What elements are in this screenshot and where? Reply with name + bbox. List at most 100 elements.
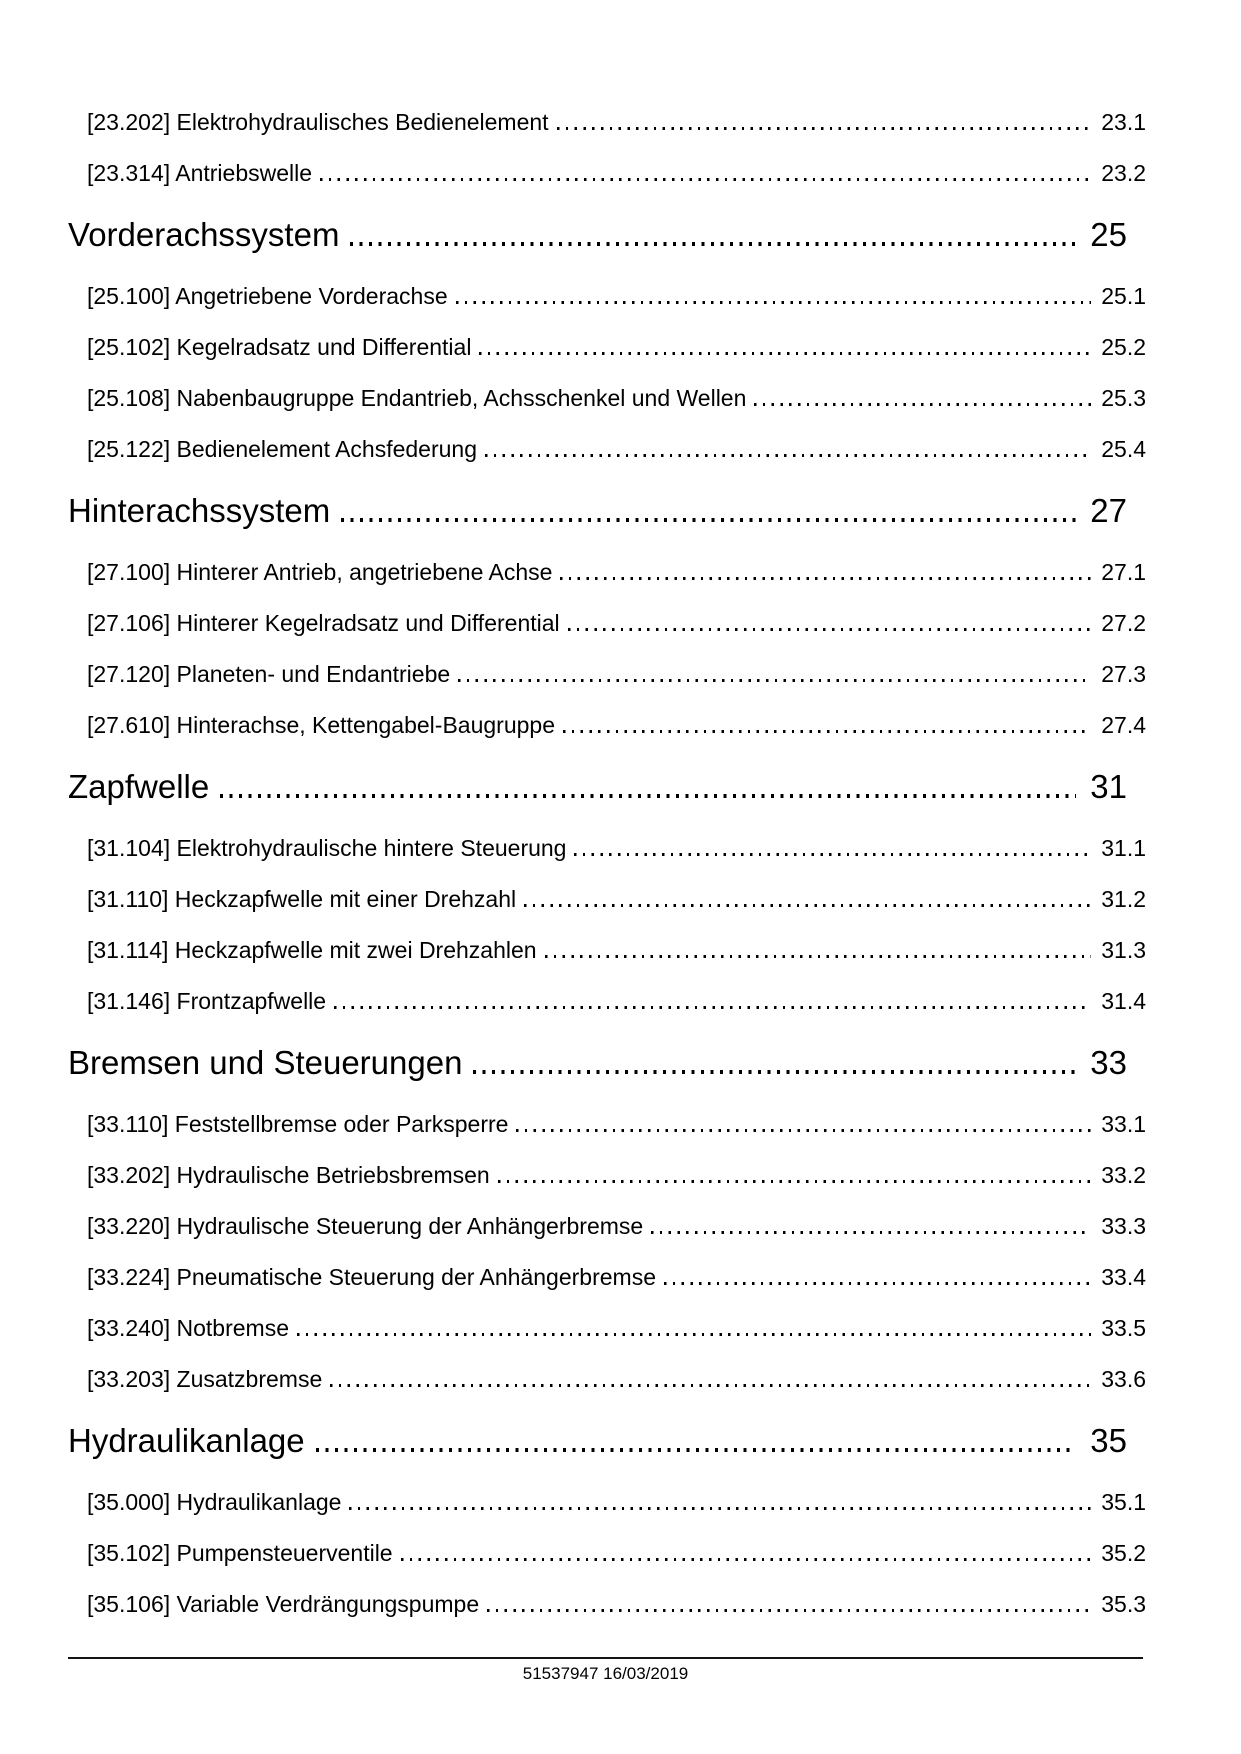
toc-item-page-number: 25 <box>1090 216 1127 253</box>
toc-item-label: Bremsen und Steuerungen <box>68 1044 463 1081</box>
toc-item-page-number: 33.2 <box>1101 1162 1146 1188</box>
toc-section-heading[interactable]: Zapfwelle 31 <box>68 751 1127 823</box>
toc-entry[interactable]: [31.146] Frontzapfwelle 31.4 <box>68 976 1146 1027</box>
toc-item-label: [23.314] Antriebswelle <box>87 160 313 186</box>
toc-item-label: [25.100] Angetriebene Vorderachse <box>87 283 448 309</box>
toc-entry[interactable]: [27.120] Planeten- und Endantriebe 27.3 <box>68 649 1146 700</box>
toc-item-label: [27.100] Hinterer Antrieb, angetriebene … <box>87 559 553 585</box>
toc-item-label: [27.106] Hinterer Kegelradsatz und Diffe… <box>87 610 560 636</box>
toc-item-page-number: 27.2 <box>1101 610 1146 636</box>
toc-entry[interactable]: [33.110] Feststellbremse oder Parksperre… <box>68 1099 1146 1150</box>
toc-item-page-number: 33.1 <box>1101 1111 1146 1137</box>
footer-part-number: 51537947 <box>522 1664 599 1683</box>
toc-entry[interactable]: [23.202] Elektrohydraulisches Bedienelem… <box>68 97 1146 148</box>
dot-leader <box>574 853 1092 856</box>
toc-item-label: [25.102] Kegelradsatz und Differential <box>87 334 472 360</box>
toc-entry[interactable]: [33.224] Pneumatische Steuerung der Anhä… <box>68 1252 1146 1303</box>
dot-leader <box>497 1180 1092 1183</box>
dot-leader <box>754 403 1092 406</box>
toc-item-label: [31.114] Heckzapfwelle mit zwei Drehzahl… <box>87 937 537 963</box>
toc-item-label: [31.104] Elektrohydraulische hintere Ste… <box>87 835 567 861</box>
toc-item-page-number: 25.3 <box>1101 385 1146 411</box>
toc-entry[interactable]: [25.100] Angetriebene Vorderachse 25.1 <box>68 271 1146 322</box>
dot-leader <box>544 955 1092 958</box>
toc-item-page-number: 25.1 <box>1101 283 1146 309</box>
toc-section-heading[interactable]: Vorderachssystem 25 <box>68 199 1127 271</box>
toc-section-heading[interactable]: Bremsen und Steuerungen 33 <box>68 1027 1127 1099</box>
toc-entry[interactable]: [25.122] Bedienelement Achsfederung 25.4 <box>68 424 1146 475</box>
toc-entry[interactable]: [33.220] Hydraulische Steuerung der Anhä… <box>68 1201 1146 1252</box>
dot-leader <box>485 454 1092 457</box>
toc-item-page-number: 33.6 <box>1101 1366 1146 1392</box>
toc-entry[interactable]: [31.104] Elektrohydraulische hintere Ste… <box>68 823 1146 874</box>
toc-item-label: [35.000] Hydraulikanlage <box>87 1489 342 1515</box>
toc-entry[interactable]: [33.203] Zusatzbremse 33.6 <box>68 1354 1146 1405</box>
toc-item-label: [25.122] Bedienelement Achsfederung <box>87 436 478 462</box>
toc-item-page-number: 31.2 <box>1101 886 1146 912</box>
dot-leader <box>341 518 1077 522</box>
toc-section-heading[interactable]: Hydraulikanlage 35 <box>68 1405 1127 1477</box>
toc-item-page-number: 35.2 <box>1101 1540 1146 1566</box>
toc-item-page-number: 27 <box>1090 492 1127 529</box>
toc-entry[interactable]: [31.110] Heckzapfwelle mit einer Drehzah… <box>68 874 1146 925</box>
dot-leader <box>220 794 1077 798</box>
toc-item-page-number: 33 <box>1090 1044 1127 1081</box>
toc-entry[interactable]: [35.106] Variable Verdrängungspumpe 35.3 <box>68 1579 1146 1630</box>
toc-item-page-number: 23.1 <box>1101 109 1146 135</box>
toc-item-label: [33.220] Hydraulische Steuerung der Anhä… <box>87 1213 644 1239</box>
toc-item-page-number: 27.4 <box>1101 712 1146 738</box>
toc-entry[interactable]: [35.102] Pumpensteuerventile 35.2 <box>68 1528 1146 1579</box>
table-of-contents: [23.202] Elektrohydraulisches Bedienelem… <box>68 97 1146 1630</box>
toc-entry[interactable]: [27.100] Hinterer Antrieb, angetriebene … <box>68 547 1146 598</box>
toc-item-page-number: 35 <box>1090 1422 1127 1459</box>
toc-entry[interactable]: [33.202] Hydraulische Betriebsbremsen 33.… <box>68 1150 1146 1201</box>
toc-entry[interactable]: [31.114] Heckzapfwelle mit zwei Drehzahl… <box>68 925 1146 976</box>
toc-item-label: [35.106] Variable Verdrängungspumpe <box>87 1591 480 1617</box>
dot-leader <box>664 1282 1092 1285</box>
dot-leader <box>330 1384 1092 1387</box>
dot-leader <box>487 1609 1092 1612</box>
toc-item-page-number: 25.2 <box>1101 334 1146 360</box>
page-footer: 51537947 16/03/2019 <box>68 1657 1143 1684</box>
dot-leader <box>349 1507 1092 1510</box>
dot-leader <box>524 904 1092 907</box>
dot-leader <box>297 1333 1092 1336</box>
toc-item-page-number: 31.4 <box>1101 988 1146 1014</box>
dot-leader <box>315 1448 1077 1452</box>
dot-leader <box>560 577 1092 580</box>
toc-entry[interactable]: [25.108] Nabenbaugruppe Endantrieb, Achs… <box>68 373 1146 424</box>
toc-item-page-number: 33.4 <box>1101 1264 1146 1290</box>
toc-item-page-number: 27.1 <box>1101 559 1146 585</box>
toc-item-page-number: 31.1 <box>1101 835 1146 861</box>
toc-entry[interactable]: [27.610] Hinterachse, Kettengabel-Baugru… <box>68 700 1146 751</box>
toc-item-label: [35.102] Pumpensteuerventile <box>87 1540 393 1566</box>
dot-leader <box>516 1129 1092 1132</box>
toc-item-label: [23.202] Elektrohydraulisches Bedienelem… <box>87 109 549 135</box>
toc-item-page-number: 27.3 <box>1101 661 1146 687</box>
toc-item-page-number: 25.4 <box>1101 436 1146 462</box>
toc-item-label: Hinterachssystem <box>68 492 331 529</box>
toc-item-label: [33.203] Zusatzbremse <box>87 1366 323 1392</box>
toc-item-page-number: 23.2 <box>1101 160 1146 186</box>
dot-leader <box>320 178 1092 181</box>
toc-entry[interactable]: [23.314] Antriebswelle 23.2 <box>68 148 1146 199</box>
toc-item-label: [33.202] Hydraulische Betriebsbremsen <box>87 1162 490 1188</box>
dot-leader <box>334 1006 1092 1009</box>
dot-leader <box>458 679 1092 682</box>
dot-leader <box>479 352 1092 355</box>
footer-divider <box>68 1657 1143 1659</box>
dot-leader <box>455 301 1092 304</box>
toc-entry[interactable]: [25.102] Kegelradsatz und Differential 25… <box>68 322 1146 373</box>
toc-item-label: [25.108] Nabenbaugruppe Endantrieb, Achs… <box>87 385 747 411</box>
toc-entry[interactable]: [35.000] Hydraulikanlage 35.1 <box>68 1477 1146 1528</box>
dot-leader <box>473 1070 1077 1074</box>
toc-entry[interactable]: [27.106] Hinterer Kegelradsatz und Diffe… <box>68 598 1146 649</box>
dot-leader <box>563 730 1092 733</box>
toc-entry[interactable]: [33.240] Notbremse 33.5 <box>68 1303 1146 1354</box>
dot-leader <box>350 242 1077 246</box>
toc-item-label: [33.224] Pneumatische Steuerung der Anhä… <box>87 1264 656 1290</box>
toc-item-page-number: 33.5 <box>1101 1315 1146 1341</box>
toc-section-heading[interactable]: Hinterachssystem 27 <box>68 475 1127 547</box>
toc-item-label: [31.146] Frontzapfwelle <box>87 988 327 1014</box>
